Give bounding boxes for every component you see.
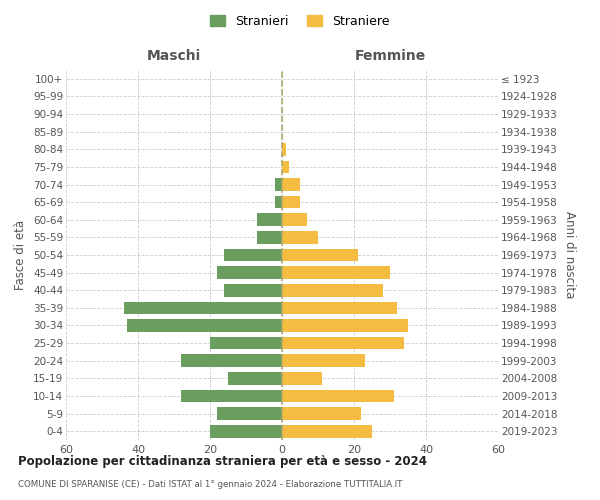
Bar [282,302,397,314]
Bar [257,214,282,226]
Bar [282,160,289,173]
Bar [257,231,282,243]
Bar [282,178,300,191]
Bar [275,178,282,191]
Text: Femmine: Femmine [355,48,425,62]
Bar [282,248,358,262]
Bar [282,266,390,279]
Bar [275,196,282,208]
Bar [282,372,322,384]
Bar [282,354,365,367]
Bar [282,143,286,156]
Bar [217,266,282,279]
Text: COMUNE DI SPARANISE (CE) - Dati ISTAT al 1° gennaio 2024 - Elaborazione TUTTITAL: COMUNE DI SPARANISE (CE) - Dati ISTAT al… [18,480,403,489]
Bar [181,354,282,367]
Text: Maschi: Maschi [147,48,201,62]
Bar [181,390,282,402]
Bar [228,372,282,384]
Bar [282,390,394,402]
Bar [124,302,282,314]
Bar [282,284,383,296]
Bar [224,284,282,296]
Bar [282,196,300,208]
Text: Popolazione per cittadinanza straniera per età e sesso - 2024: Popolazione per cittadinanza straniera p… [18,455,427,468]
Bar [282,231,318,243]
Legend: Stranieri, Straniere: Stranieri, Straniere [206,11,394,32]
Bar [217,407,282,420]
Y-axis label: Fasce di età: Fasce di età [14,220,28,290]
Bar [282,407,361,420]
Bar [127,319,282,332]
Bar [210,337,282,349]
Bar [210,425,282,438]
Bar [282,425,372,438]
Y-axis label: Anni di nascita: Anni di nascita [563,212,576,298]
Bar [282,214,307,226]
Bar [282,337,404,349]
Bar [282,319,408,332]
Bar [224,248,282,262]
